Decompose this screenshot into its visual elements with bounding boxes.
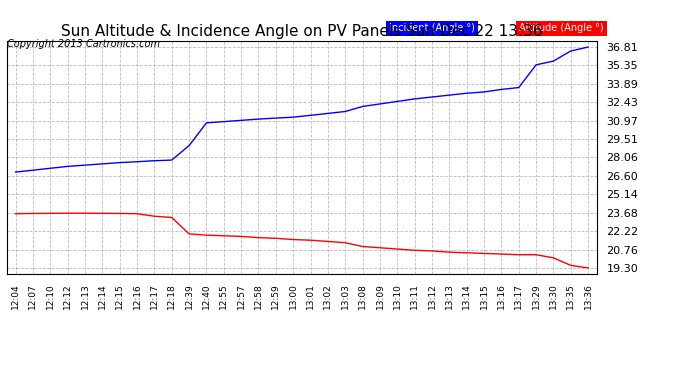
Text: Incident (Angle °): Incident (Angle °) [388, 24, 475, 33]
Title: Sun Altitude & Incidence Angle on PV Panels Sun Dec 22 13:36: Sun Altitude & Incidence Angle on PV Pan… [61, 24, 543, 39]
Text: Copyright 2013 Cartronics.com: Copyright 2013 Cartronics.com [7, 39, 160, 50]
Text: Altitude (Angle °): Altitude (Angle °) [519, 24, 604, 33]
